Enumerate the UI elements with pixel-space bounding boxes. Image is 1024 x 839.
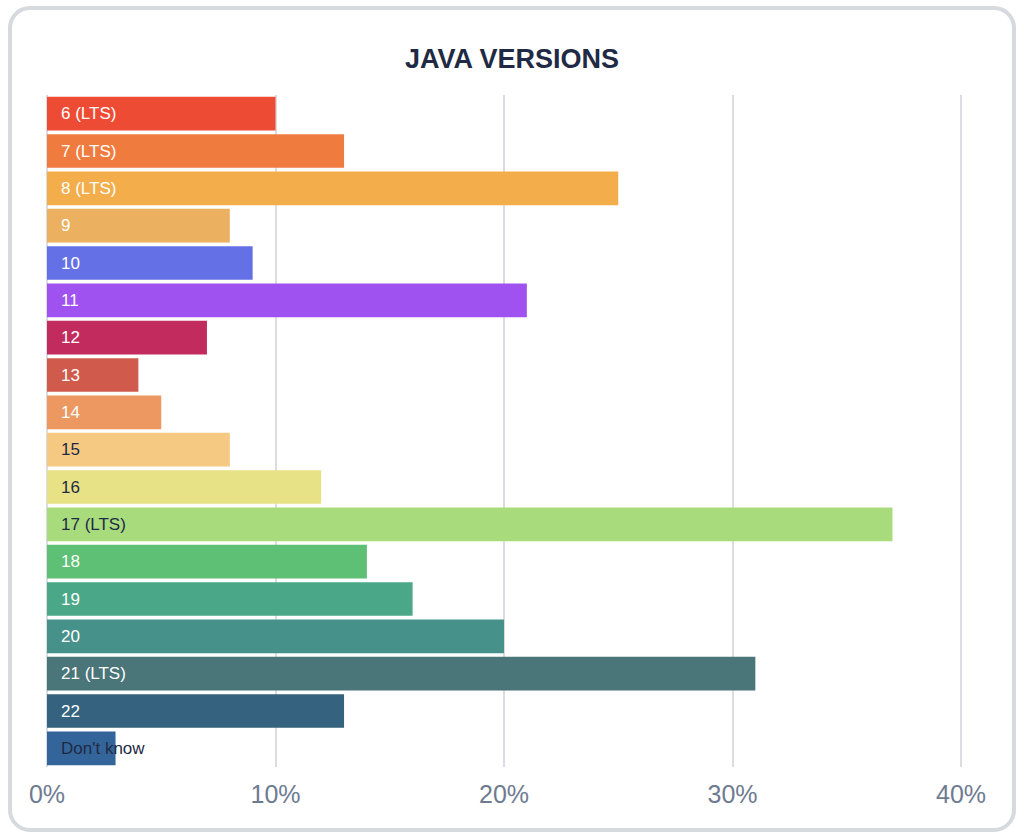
svg-text:16: 16: [61, 478, 80, 497]
svg-text:12: 12: [61, 328, 80, 347]
svg-text:9: 9: [61, 216, 70, 235]
svg-text:17 (LTS): 17 (LTS): [61, 515, 126, 534]
svg-text:13: 13: [61, 366, 80, 385]
svg-text:14: 14: [61, 403, 80, 422]
svg-text:20%: 20%: [479, 780, 529, 808]
svg-text:0%: 0%: [29, 780, 65, 808]
svg-text:21 (LTS): 21 (LTS): [61, 664, 126, 683]
svg-text:6 (LTS): 6 (LTS): [61, 104, 116, 123]
svg-text:10%: 10%: [250, 780, 300, 808]
svg-text:20: 20: [61, 627, 80, 646]
svg-text:JAVA VERSIONS: JAVA VERSIONS: [405, 44, 619, 74]
svg-text:15: 15: [61, 440, 80, 459]
svg-text:40%: 40%: [936, 780, 986, 808]
svg-text:10: 10: [61, 254, 80, 273]
svg-text:18: 18: [61, 552, 80, 571]
svg-text:30%: 30%: [707, 780, 757, 808]
svg-text:8 (LTS): 8 (LTS): [61, 179, 116, 198]
svg-text:22: 22: [61, 702, 80, 721]
svg-text:Don't know: Don't know: [61, 739, 145, 758]
svg-text:19: 19: [61, 590, 80, 609]
svg-text:11: 11: [61, 291, 79, 310]
svg-text:7 (LTS): 7 (LTS): [61, 142, 116, 161]
